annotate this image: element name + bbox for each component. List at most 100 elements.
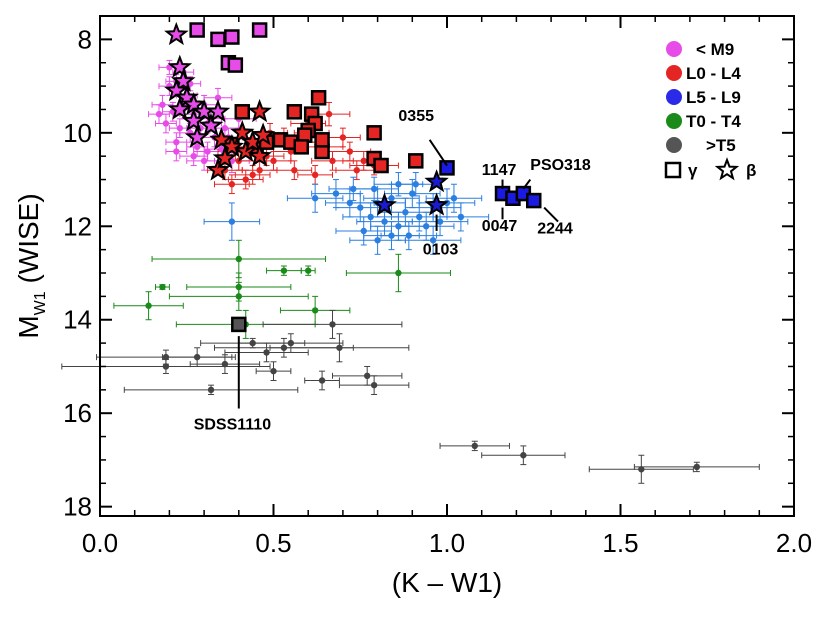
data-point xyxy=(436,218,444,225)
data-point xyxy=(162,353,170,361)
data-point xyxy=(287,339,295,347)
beta-star-marker xyxy=(219,133,245,158)
data-point xyxy=(325,110,333,118)
beta-star-marker xyxy=(372,192,397,216)
data-point xyxy=(388,195,395,202)
data-point xyxy=(311,307,319,314)
legend-label-t5: >T5 xyxy=(706,136,736,155)
legend-swatch-l0l4 xyxy=(666,65,682,81)
annotation-label-1147: 1147 xyxy=(482,162,517,179)
legend-item-t0t4: T0 - T4 xyxy=(666,112,741,131)
y-axis-title: MW1 (WISE) xyxy=(13,193,49,338)
data-point xyxy=(412,181,419,188)
data-point xyxy=(173,138,180,146)
data-point xyxy=(311,195,319,202)
beta-star-marker xyxy=(205,157,231,181)
annotation-leader-line xyxy=(543,206,559,223)
data-point xyxy=(228,218,236,225)
data-point xyxy=(318,377,326,384)
gamma-square-marker xyxy=(408,153,424,169)
gamma-square-marker xyxy=(234,104,251,120)
data-point xyxy=(249,171,256,179)
data-point xyxy=(329,157,336,165)
gamma-square-marker xyxy=(227,57,244,73)
data-point xyxy=(367,213,374,221)
data-point xyxy=(270,367,277,375)
data-point xyxy=(409,190,416,197)
beta-star-marker xyxy=(230,119,255,144)
data-point xyxy=(416,213,423,221)
y-tick-label: 14 xyxy=(63,305,92,335)
beta-star-marker xyxy=(250,122,276,146)
data-point xyxy=(176,124,184,132)
data-point xyxy=(221,360,229,368)
dots-layer xyxy=(145,64,701,473)
svg-text:MW1 (WISE): MW1 (WISE) xyxy=(13,193,49,338)
data-point xyxy=(235,255,242,263)
legend-item-t5: >T5 xyxy=(666,136,736,155)
y-tick-label: 16 xyxy=(63,398,92,428)
data-point xyxy=(388,232,395,239)
data-point xyxy=(159,101,166,108)
beta-star-marker xyxy=(184,124,210,148)
data-point xyxy=(363,372,371,380)
legend-star-symbol xyxy=(714,157,740,181)
gamma-square-marker xyxy=(231,316,247,333)
legend-swatch-t5 xyxy=(666,137,682,153)
legend: < M9 L0 - L4 L5 - L9 T0 - T4 >T5 γ β xyxy=(664,40,756,181)
x-axis-title: (K – W1) xyxy=(392,567,502,598)
data-point xyxy=(311,171,319,179)
data-point xyxy=(207,386,215,394)
legend-swatch-m9 xyxy=(666,41,682,57)
data-point xyxy=(242,176,249,183)
annotation-label-sdss1110: SDSS1110 xyxy=(194,417,272,434)
data-point xyxy=(357,204,364,211)
data-point xyxy=(256,167,263,174)
legend-label-l0l4: L0 - L4 xyxy=(686,64,741,83)
data-point xyxy=(263,349,270,356)
data-point xyxy=(332,190,340,197)
data-point xyxy=(638,466,645,473)
data-point xyxy=(405,232,413,239)
y-tick-label: 10 xyxy=(63,118,92,148)
annotation-label-0103: 0103 xyxy=(423,241,459,258)
legend-square-symbol xyxy=(664,161,682,179)
data-point xyxy=(360,227,367,235)
data-point xyxy=(429,237,437,244)
annotation-label-0355: 0355 xyxy=(398,108,434,125)
data-point xyxy=(235,293,242,300)
beta-star-marker xyxy=(424,192,449,216)
gamma-square-marker xyxy=(224,29,240,45)
data-point xyxy=(221,124,229,132)
gamma-square-marker xyxy=(251,22,268,38)
gamma-square-marker xyxy=(373,157,389,174)
data-point xyxy=(200,157,208,165)
x-tick-label: 0.5 xyxy=(255,528,291,558)
legend-item-l5l9: L5 - L9 xyxy=(666,88,741,107)
beta-star-marker xyxy=(198,112,224,137)
gamma-square-marker xyxy=(210,31,226,48)
data-point xyxy=(339,134,347,141)
data-point xyxy=(270,157,277,165)
legend-label-t0t4: T0 - T4 xyxy=(686,112,741,131)
annotation-label-0047: 0047 xyxy=(482,218,518,235)
gamma-square-marker xyxy=(293,139,310,155)
x-tick-label: 1.0 xyxy=(429,528,465,558)
beta-star-marker xyxy=(164,21,189,46)
data-point xyxy=(155,110,163,118)
data-point xyxy=(280,344,288,351)
y-axis-title-main: M xyxy=(13,315,44,338)
data-point xyxy=(450,195,458,202)
legend-item-l0l4: L0 - L4 xyxy=(666,64,741,83)
y-tick-label: 18 xyxy=(63,492,92,522)
beta-star-marker xyxy=(181,108,206,132)
data-point xyxy=(159,283,166,291)
data-point xyxy=(360,157,367,165)
stars-layer xyxy=(164,21,449,216)
data-point xyxy=(291,167,298,174)
data-point xyxy=(346,199,354,207)
data-point xyxy=(228,181,236,188)
data-point xyxy=(402,209,409,216)
data-point xyxy=(422,223,430,230)
